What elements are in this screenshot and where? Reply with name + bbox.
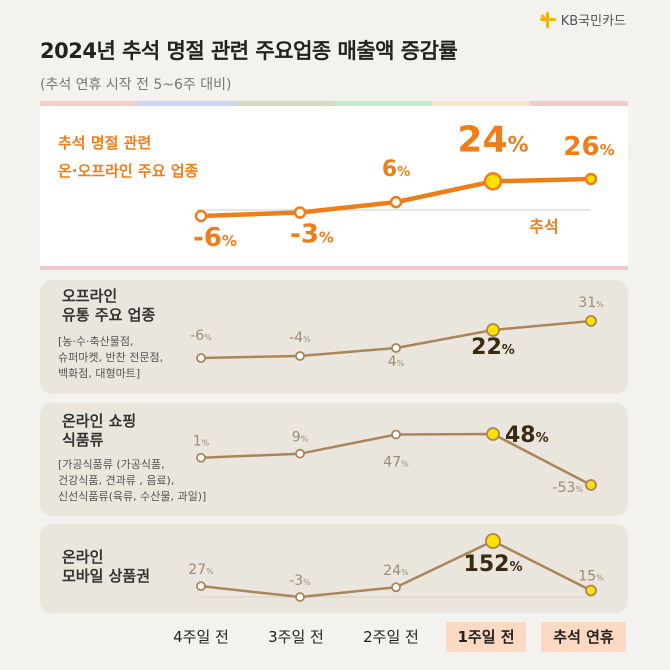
- brand-logo-text: KB국민카드: [560, 14, 626, 29]
- x-label-1: 3주일 전: [268, 628, 324, 646]
- panel-mobile-voucher-title: 온라인 모바일 상품권: [62, 548, 151, 585]
- offline-point-4: [585, 315, 597, 327]
- x-label-2: 2주일 전: [363, 628, 419, 646]
- offline-data-label-0: -6%: [190, 328, 212, 344]
- offline-data-label-3: 22%: [471, 335, 515, 360]
- voucher-point-1: [295, 592, 305, 602]
- hero-point-0: [194, 209, 208, 223]
- panel-online-food-note: [가공식품류 (가공식품, 건강식품, 견과류 , 음료), 신선식품류(육류, 수…: [58, 458, 207, 503]
- page-subtitle: (추석 연휴 시작 전 5~6주 대비): [40, 77, 232, 93]
- color-strip: [40, 101, 628, 106]
- kb-star-icon: [539, 11, 557, 28]
- hero-point-4: [584, 172, 598, 186]
- offline-data-label-2: 4%: [388, 354, 405, 370]
- panel-online-food: 온라인 쇼핑 식품류 [가공식품류 (가공식품, 건강식품, 견과류 , 음료), 신…: [40, 403, 628, 516]
- x-axis-labels: 4주일 전 3주일 전 2주일 전 1주일 전 추석 연휴: [0, 622, 670, 654]
- panel-offline-note: [농·수·축산물점, 슈퍼마켓, 반찬 전문점, 백화점, 대형마트]: [58, 335, 164, 380]
- offline-point-3: [486, 323, 500, 337]
- voucher-data-label-2: 24%: [383, 563, 409, 579]
- hero-point-2: [389, 195, 403, 209]
- offline-data-label-4: 31%: [578, 295, 604, 311]
- hero-data-label-3: 24%: [457, 119, 528, 160]
- food-point-1: [295, 448, 305, 459]
- hero-data-label-2: 6%: [382, 157, 410, 182]
- x-label-4: 추석 연휴: [541, 622, 626, 652]
- food-data-label-1: 9%: [292, 430, 309, 446]
- food-point-2: [391, 429, 401, 440]
- brand-logo: KB국민카드: [539, 10, 626, 29]
- voucher-data-label-3: 152%: [464, 552, 523, 577]
- hero-point-1: [293, 206, 307, 219]
- hero-chart-title-line2: 온·오프라인 주요 업종: [58, 162, 199, 180]
- voucher-point-0: [196, 581, 206, 592]
- offline-point-2: [391, 343, 401, 353]
- hero-point-3: [483, 172, 503, 191]
- offline-point-0: [196, 353, 206, 363]
- voucher-data-label-0: 27%: [188, 562, 214, 578]
- voucher-point-3: [485, 533, 501, 549]
- page-title: 2024년 추석 명절 관련 주요업종 매출액 증감률: [40, 39, 458, 63]
- x-label-3: 1주일 전: [446, 622, 526, 652]
- voucher-data-label-1: -3%: [289, 573, 311, 589]
- hero-annotation: 추석: [529, 217, 558, 236]
- offline-point-1: [295, 351, 305, 361]
- x-label-0: 4주일 전: [173, 628, 229, 646]
- voucher-data-label-4: 15%: [578, 568, 604, 584]
- food-data-label-3: 48%: [505, 423, 549, 448]
- hero-data-label-0: -6%: [193, 223, 237, 253]
- food-data-label-0: 1%: [193, 434, 210, 450]
- offline-data-label-1: -4%: [289, 330, 311, 346]
- panel-offline: 오프라인 유통 주요 업종 [농·수·축산물점, 슈퍼마켓, 반찬 전문점, 백화점,…: [40, 280, 628, 394]
- voucher-point-4: [585, 584, 597, 597]
- food-point-3: [486, 427, 500, 441]
- food-data-label-2: 47%: [383, 455, 409, 471]
- food-point-4: [585, 479, 597, 491]
- panel-mobile-voucher: 온라인 모바일 상품권: [40, 524, 628, 613]
- panel-online-food-title: 온라인 쇼핑 식품류: [62, 412, 137, 449]
- panel-offline-title: 오프라인 유통 주요 업종: [62, 287, 156, 324]
- voucher-point-2: [391, 582, 401, 593]
- hero-data-label-4: 26%: [563, 132, 614, 162]
- hero-data-label-1: -3%: [290, 220, 334, 250]
- food-point-0: [196, 452, 206, 463]
- hero-chart-title-line1: 추석 명절 관련: [58, 134, 152, 152]
- food-data-label-4: -53%: [553, 480, 584, 496]
- hero-chart-card: 추석 명절 관련 온·오프라인 주요 업종: [40, 106, 628, 270]
